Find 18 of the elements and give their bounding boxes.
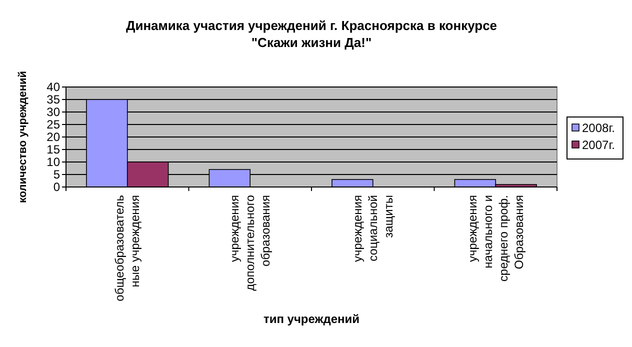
y-tick-label: 30 (46, 105, 60, 120)
x-tick-label: учреждения начального и среднего проф. Образования (465, 195, 526, 282)
y-tick-label: 35 (46, 92, 60, 107)
y-tick-label: 40 (46, 80, 60, 94)
x-tick-label: учреждения социальной защиты (350, 195, 396, 262)
legend-label: 2007г. (582, 138, 615, 152)
y-axis-title: количество учреждений (17, 70, 29, 204)
x-axis-title: тип учреждений (263, 312, 360, 326)
y-tick-label: 25 (46, 118, 60, 132)
legend-label: 2008г. (582, 121, 615, 136)
chart-title: Динамика участия учреждений г. Красноярска в конкурсе "Скажи жизни Да!" (126, 18, 498, 50)
y-tick-label: 0 (53, 180, 60, 194)
y-tick-label: 15 (46, 142, 60, 157)
y-tick-label: 5 (53, 168, 60, 182)
x-tick-label: учреждения дополнительного образования (228, 194, 273, 291)
y-tick-label: 20 (46, 130, 60, 144)
x-tick-label: общеобразовательные учреждения (112, 195, 142, 302)
y-tick-label: 10 (46, 155, 60, 170)
